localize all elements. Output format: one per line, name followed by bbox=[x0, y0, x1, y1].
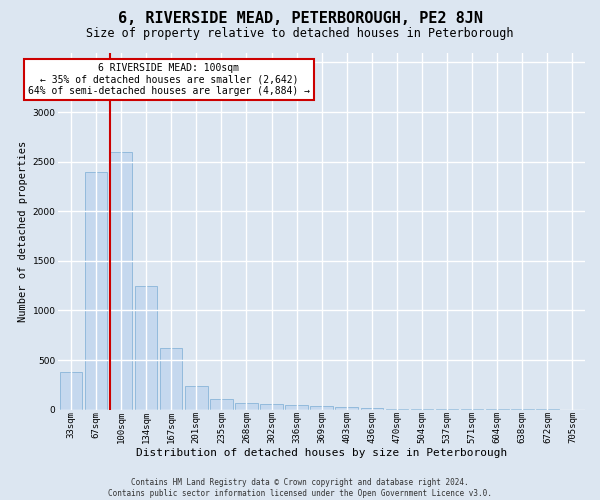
Bar bbox=[386, 408, 408, 410]
Bar bbox=[411, 409, 433, 410]
Bar bbox=[310, 406, 333, 409]
X-axis label: Distribution of detached houses by size in Peterborough: Distribution of detached houses by size … bbox=[136, 448, 508, 458]
Text: 6 RIVERSIDE MEAD: 100sqm
← 35% of detached houses are smaller (2,642)
64% of sem: 6 RIVERSIDE MEAD: 100sqm ← 35% of detach… bbox=[28, 63, 310, 96]
Bar bbox=[286, 405, 308, 409]
Bar bbox=[235, 403, 258, 409]
Y-axis label: Number of detached properties: Number of detached properties bbox=[19, 140, 28, 322]
Bar bbox=[85, 172, 107, 410]
Text: 6, RIVERSIDE MEAD, PETERBOROUGH, PE2 8JN: 6, RIVERSIDE MEAD, PETERBOROUGH, PE2 8JN bbox=[118, 11, 482, 26]
Bar bbox=[110, 152, 133, 410]
Bar bbox=[361, 408, 383, 410]
Bar bbox=[260, 404, 283, 409]
Text: Size of property relative to detached houses in Peterborough: Size of property relative to detached ho… bbox=[86, 28, 514, 40]
Bar bbox=[135, 286, 157, 410]
Bar bbox=[185, 386, 208, 409]
Bar bbox=[160, 348, 182, 410]
Bar bbox=[59, 372, 82, 410]
Text: Contains HM Land Registry data © Crown copyright and database right 2024.
Contai: Contains HM Land Registry data © Crown c… bbox=[108, 478, 492, 498]
Bar bbox=[210, 399, 233, 409]
Bar bbox=[335, 406, 358, 410]
